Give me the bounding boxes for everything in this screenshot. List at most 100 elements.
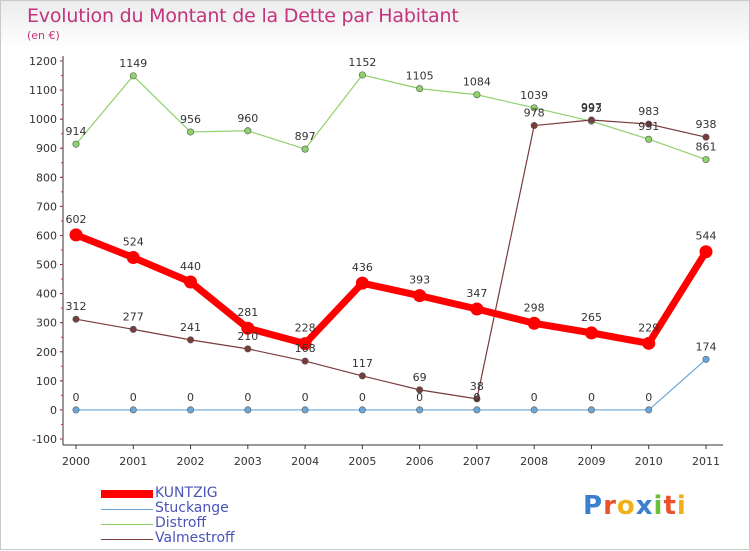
series-line-distroff bbox=[75, 74, 707, 161]
data-label-stuckange: 0 bbox=[473, 391, 480, 404]
data-label-distroff: 956 bbox=[180, 113, 201, 126]
legend-swatch-stuckange bbox=[101, 509, 153, 510]
data-point-distroff bbox=[129, 72, 137, 80]
data-label-valmestroff: 210 bbox=[237, 330, 258, 343]
logo-letter-o: o bbox=[616, 491, 636, 521]
y-tick-label: 900 bbox=[36, 142, 57, 155]
legend-label-kuntzig: KUNTZIG bbox=[155, 485, 218, 501]
data-point-kuntzig bbox=[584, 326, 598, 340]
data-point-valmestroff bbox=[72, 315, 80, 323]
data-point-kuntzig bbox=[298, 337, 312, 351]
logo-letter-r: r bbox=[603, 491, 617, 521]
data-label-kuntzig: 602 bbox=[66, 213, 87, 226]
data-label-distroff: 1152 bbox=[348, 56, 376, 69]
data-label-kuntzig: 544 bbox=[696, 230, 717, 243]
data-point-kuntzig bbox=[642, 336, 656, 350]
data-label-valmestroff: 69 bbox=[413, 371, 427, 384]
x-tick-label: 2002 bbox=[177, 455, 205, 468]
data-point-stuckange bbox=[187, 406, 195, 414]
data-label-valmestroff: 38 bbox=[470, 380, 484, 393]
data-label-distroff: 914 bbox=[66, 125, 87, 138]
data-label-stuckange: 174 bbox=[696, 340, 717, 353]
data-label-distroff: 1105 bbox=[406, 70, 434, 83]
data-label-stuckange: 0 bbox=[645, 391, 652, 404]
data-point-distroff bbox=[72, 140, 80, 148]
data-point-valmestroff bbox=[530, 122, 538, 130]
data-point-distroff bbox=[416, 85, 424, 93]
data-point-stuckange bbox=[587, 406, 595, 414]
data-label-distroff: 960 bbox=[237, 112, 258, 125]
data-point-kuntzig bbox=[126, 251, 140, 265]
data-point-kuntzig bbox=[699, 245, 713, 259]
data-point-kuntzig bbox=[241, 321, 255, 335]
data-point-valmestroff bbox=[416, 386, 424, 394]
data-point-stuckange bbox=[530, 406, 538, 414]
data-point-kuntzig bbox=[184, 275, 198, 289]
data-point-kuntzig bbox=[355, 276, 369, 290]
y-tick-label: 300 bbox=[36, 317, 57, 330]
data-label-valmestroff: 168 bbox=[295, 342, 316, 355]
data-point-distroff bbox=[187, 128, 195, 136]
data-label-stuckange: 0 bbox=[302, 391, 309, 404]
x-tick-label: 2001 bbox=[119, 455, 147, 468]
x-tick-label: 2010 bbox=[635, 455, 663, 468]
data-point-valmestroff bbox=[129, 325, 137, 333]
data-label-stuckange: 0 bbox=[531, 391, 538, 404]
data-point-kuntzig bbox=[470, 302, 484, 316]
y-tick-label: 400 bbox=[36, 288, 57, 301]
data-label-valmestroff: 117 bbox=[352, 357, 373, 370]
chart-title: Evolution du Montant de la Dette par Hab… bbox=[27, 5, 459, 27]
x-tick-label: 2009 bbox=[577, 455, 605, 468]
x-tick-label: 2003 bbox=[234, 455, 262, 468]
logo-letter-p: P bbox=[583, 491, 604, 521]
y-tick-label: 200 bbox=[36, 346, 57, 359]
data-point-valmestroff bbox=[187, 336, 195, 344]
y-tick-label: -100 bbox=[32, 433, 57, 446]
data-label-valmestroff: 997 bbox=[581, 101, 602, 114]
data-point-distroff bbox=[530, 104, 538, 112]
data-point-kuntzig bbox=[69, 228, 83, 242]
x-tick-label: 2006 bbox=[406, 455, 434, 468]
data-point-distroff bbox=[473, 91, 481, 99]
x-tick-label: 2007 bbox=[463, 455, 491, 468]
data-label-distroff: 1084 bbox=[463, 76, 491, 89]
data-label-kuntzig: 281 bbox=[237, 306, 258, 319]
proxiti-logo: Proxiti bbox=[583, 491, 687, 521]
logo-letter-t: t bbox=[663, 491, 677, 521]
data-label-kuntzig: 229 bbox=[638, 321, 659, 334]
data-point-stuckange bbox=[645, 406, 653, 414]
data-point-distroff bbox=[702, 156, 710, 164]
data-label-kuntzig: 347 bbox=[466, 287, 487, 300]
legend-label-stuckange: Stuckange bbox=[155, 500, 229, 516]
data-label-valmestroff: 983 bbox=[638, 105, 659, 118]
data-label-distroff: 1039 bbox=[520, 89, 548, 102]
data-label-distroff: 897 bbox=[295, 130, 316, 143]
y-tick-label: 700 bbox=[36, 200, 57, 213]
data-point-valmestroff bbox=[587, 116, 595, 124]
data-point-stuckange bbox=[301, 406, 309, 414]
data-label-stuckange: 0 bbox=[187, 391, 194, 404]
data-point-distroff bbox=[301, 145, 309, 153]
data-label-valmestroff: 312 bbox=[66, 300, 87, 313]
data-label-kuntzig: 298 bbox=[524, 301, 545, 314]
data-label-valmestroff: 978 bbox=[524, 107, 545, 120]
data-label-kuntzig: 440 bbox=[180, 260, 201, 273]
x-tick-label: 2011 bbox=[692, 455, 720, 468]
series-line-kuntzig bbox=[74, 231, 709, 348]
legend-swatch-kuntzig bbox=[101, 490, 153, 498]
series-line-valmestroff bbox=[75, 119, 707, 400]
y-tick-label: 100 bbox=[36, 375, 57, 388]
data-label-kuntzig: 228 bbox=[295, 322, 316, 335]
y-tick-label: 1100 bbox=[29, 84, 57, 97]
data-point-stuckange bbox=[358, 406, 366, 414]
data-label-stuckange: 0 bbox=[359, 391, 366, 404]
data-label-kuntzig: 436 bbox=[352, 261, 373, 274]
data-point-valmestroff bbox=[473, 395, 481, 403]
x-tick-label: 2005 bbox=[348, 455, 376, 468]
data-label-stuckange: 0 bbox=[244, 391, 251, 404]
y-tick-label: 1000 bbox=[29, 113, 57, 126]
legend-label-valmestroff: Valmestroff bbox=[155, 530, 235, 546]
data-point-stuckange bbox=[473, 406, 481, 414]
data-label-stuckange: 0 bbox=[73, 391, 80, 404]
